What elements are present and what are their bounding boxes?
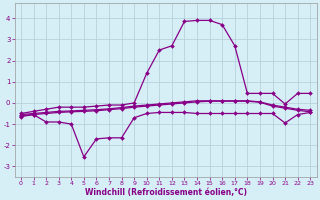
X-axis label: Windchill (Refroidissement éolien,°C): Windchill (Refroidissement éolien,°C) (84, 188, 247, 197)
